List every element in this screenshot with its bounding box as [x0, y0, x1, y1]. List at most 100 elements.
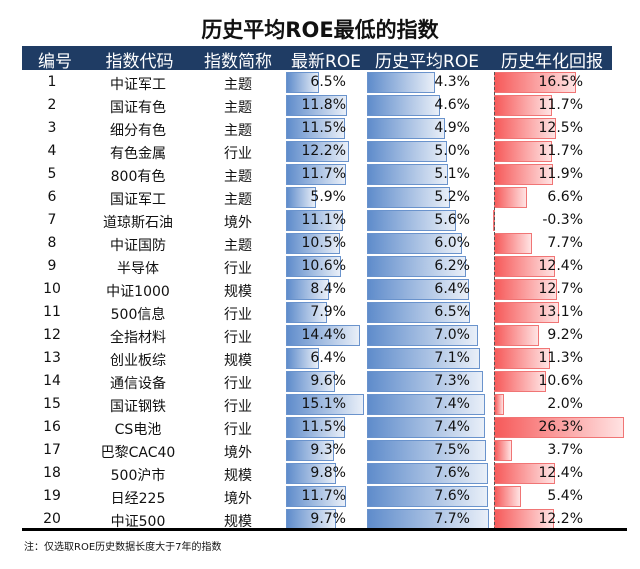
annual-return-value: 12.4% — [538, 258, 583, 274]
latest-roe-bar — [286, 233, 341, 254]
latest-roe-bar — [286, 95, 347, 116]
index-name: 800有色 — [110, 169, 166, 185]
avg-roe-bar — [367, 417, 485, 438]
index-type: 行业 — [224, 422, 252, 438]
latest-roe-value: 11.8% — [301, 97, 346, 113]
index-name: 中证国防 — [110, 238, 166, 254]
index-type: 主题 — [224, 100, 252, 116]
avg-roe-bar — [367, 302, 471, 323]
annual-return-value: 13.1% — [538, 304, 583, 320]
index-name: 巴黎CAC40 — [100, 445, 176, 461]
index-type: 境外 — [224, 445, 252, 461]
annual-return-value: 5.4% — [547, 488, 583, 504]
table-row: 16 CS电池 行业 11.5% 7.4% 26.3% — [0, 416, 640, 439]
avg-roe-value: 6.2% — [434, 258, 470, 274]
latest-roe-value: 11.7% — [301, 166, 346, 182]
avg-roe-value: 4.6% — [434, 97, 470, 113]
row-number: 5 — [47, 166, 57, 182]
avg-roe-value: 5.2% — [434, 189, 470, 205]
table-row: 3 细分有色 主题 11.5% 4.9% 12.5% — [0, 117, 640, 140]
index-name: 500信息 — [110, 307, 166, 323]
row-number: 20 — [43, 511, 61, 527]
annual-return-value: 12.4% — [538, 465, 583, 481]
latest-roe-bar — [286, 164, 347, 185]
index-name: 半导体 — [117, 261, 159, 277]
row-number: 11 — [43, 304, 61, 320]
avg-roe-bar — [367, 371, 484, 392]
table-row: 11 500信息 行业 7.9% 6.5% 13.1% — [0, 301, 640, 324]
avg-roe-bar — [367, 325, 479, 346]
annual-return-value: 12.5% — [538, 120, 583, 136]
latest-roe-value: 9.6% — [310, 373, 346, 389]
row-number: 13 — [43, 350, 61, 366]
table-row: 6 国证军工 主题 5.9% 5.2% 6.6% — [0, 186, 640, 209]
avg-roe-bar — [367, 348, 480, 369]
latest-roe-bar — [286, 279, 330, 300]
index-name: 国证有色 — [110, 100, 166, 116]
row-number: 2 — [47, 97, 57, 113]
latest-roe-value: 9.7% — [310, 511, 346, 527]
avg-roe-bar — [367, 141, 447, 162]
avg-roe-bar — [367, 164, 449, 185]
latest-roe-bar — [286, 141, 349, 162]
index-type: 主题 — [224, 238, 252, 254]
index-type: 行业 — [224, 307, 252, 323]
avg-roe-bar — [367, 210, 457, 231]
table-row: 14 通信设备 行业 9.6% 7.3% 10.6% — [0, 370, 640, 393]
table-row: 20 中证500 规模 9.7% 7.7% 12.2% — [0, 508, 640, 531]
latest-roe-bar — [286, 72, 320, 93]
latest-roe-value: 10.6% — [301, 258, 346, 274]
latest-roe-bar — [286, 325, 361, 346]
table-bottom-rule — [22, 528, 627, 531]
avg-roe-value: 7.0% — [434, 327, 470, 343]
footnote: 注：仅选取ROE历史数据长度大于7年的指数 — [24, 542, 222, 553]
annual-return-value: 2.0% — [547, 396, 583, 412]
latest-roe-value: 9.3% — [310, 442, 346, 458]
row-number: 19 — [43, 488, 61, 504]
index-name: 创业板综 — [110, 353, 166, 369]
avg-roe-bar — [367, 256, 466, 277]
avg-roe-value: 7.4% — [434, 419, 470, 435]
index-type: 主题 — [224, 192, 252, 208]
latest-roe-value: 10.5% — [301, 235, 346, 251]
avg-roe-bar — [367, 279, 469, 300]
avg-roe-bar — [367, 72, 436, 93]
annual-return-value: 11.7% — [538, 143, 583, 159]
avg-roe-value: 4.3% — [434, 74, 470, 90]
annual-return-value: 26.3% — [538, 419, 583, 435]
table-row: 7 道琼斯石油 境外 11.1% 5.6% -0.3% — [0, 209, 640, 232]
header-code: 指数代码 — [105, 52, 174, 72]
annual-return-value: 9.2% — [547, 327, 583, 343]
latest-roe-value: 8.4% — [310, 281, 346, 297]
table-row: 8 中证国防 主题 10.5% 6.0% 7.7% — [0, 232, 640, 255]
index-type: 行业 — [224, 146, 252, 162]
index-type: 规模 — [224, 353, 252, 369]
index-name: 道琼斯石油 — [103, 215, 173, 231]
index-name: 中证军工 — [110, 77, 166, 93]
latest-roe-value: 6.5% — [310, 74, 346, 90]
index-type: 规模 — [224, 468, 252, 484]
avg-roe-value: 5.6% — [434, 212, 470, 228]
latest-roe-value: 14.4% — [301, 327, 346, 343]
annual-return-value: 12.7% — [538, 281, 583, 297]
annual-return-value: 11.7% — [538, 97, 583, 113]
avg-roe-value: 7.6% — [434, 465, 470, 481]
annual-return-value: 12.2% — [538, 511, 583, 527]
latest-roe-value: 6.4% — [310, 350, 346, 366]
avg-roe-bar — [367, 187, 450, 208]
header-name: 指数简称 — [204, 52, 272, 72]
annual-return-value: 3.7% — [547, 442, 583, 458]
latest-roe-bar — [286, 187, 317, 208]
avg-roe-value: 6.0% — [434, 235, 470, 251]
index-type: 规模 — [224, 514, 252, 530]
row-number: 14 — [43, 373, 61, 389]
header-number: 编号 — [38, 52, 72, 72]
avg-roe-bar — [367, 486, 488, 507]
index-type: 行业 — [224, 261, 252, 277]
annual-return-value: 16.5% — [538, 74, 583, 90]
latest-roe-bar — [286, 302, 327, 323]
table-row: 17 巴黎CAC40 境外 9.3% 7.5% 3.7% — [0, 439, 640, 462]
index-type: 境外 — [224, 215, 252, 231]
latest-roe-bar — [286, 463, 337, 484]
row-number: 3 — [47, 120, 57, 136]
